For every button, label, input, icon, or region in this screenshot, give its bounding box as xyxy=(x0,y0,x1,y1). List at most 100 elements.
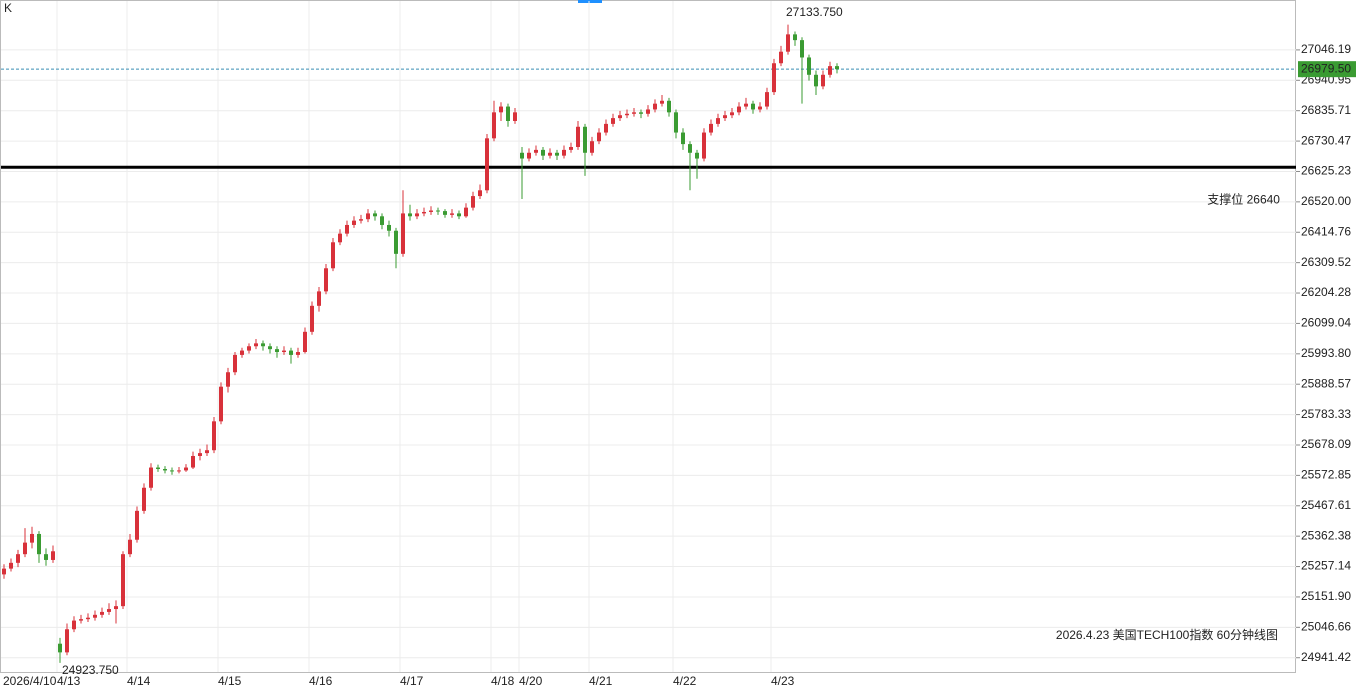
candle-body xyxy=(821,74,825,87)
candle-body xyxy=(23,542,27,555)
y-tick-label: 24941.42 xyxy=(1301,650,1351,664)
candle-body xyxy=(499,106,503,113)
candle-body xyxy=(359,219,363,221)
candle-body xyxy=(485,138,489,191)
candle-body xyxy=(492,112,496,139)
candle-body xyxy=(198,453,202,456)
candle-body xyxy=(597,132,601,142)
x-tick-label: 4/16 xyxy=(309,674,333,688)
y-tick-label: 26625.23 xyxy=(1301,164,1351,178)
candle-body xyxy=(163,468,167,471)
candle-body xyxy=(2,568,6,575)
candle-body xyxy=(247,346,251,351)
candle-body xyxy=(737,106,741,113)
candle-body xyxy=(660,100,664,104)
support-label: 支撑位 26640 xyxy=(1207,191,1280,206)
candle-body xyxy=(604,123,608,133)
candle-body xyxy=(9,562,13,569)
candle-body xyxy=(345,224,349,234)
candle-body xyxy=(338,233,342,243)
candle-body xyxy=(184,467,188,471)
candle-body xyxy=(800,40,804,58)
candle-body xyxy=(674,112,678,133)
candle-body xyxy=(240,350,244,355)
candle-body xyxy=(744,103,748,107)
candle-body xyxy=(520,152,524,159)
candle-body xyxy=(702,132,706,159)
x-tick-label: 4/21 xyxy=(589,674,613,688)
candle-body xyxy=(100,611,104,615)
candle-body xyxy=(611,118,615,124)
candle-body xyxy=(765,92,769,107)
candle-body xyxy=(93,614,97,618)
candle-body xyxy=(317,291,321,306)
candle-body xyxy=(387,224,391,231)
candle-body xyxy=(653,103,657,110)
y-tick-label: 25888.57 xyxy=(1301,376,1351,390)
candle-body xyxy=(331,242,335,269)
candle-body xyxy=(723,115,727,119)
y-tick-label: 25362.38 xyxy=(1301,528,1351,542)
y-tick-label: 26835.71 xyxy=(1301,103,1351,117)
candle-body xyxy=(751,103,755,110)
candle-body xyxy=(16,554,20,563)
candle-body xyxy=(205,450,209,454)
candle-body xyxy=(422,211,426,214)
high-annotation: 27133.750 xyxy=(786,5,843,19)
y-tick-label: 25151.90 xyxy=(1301,589,1351,603)
candle-body xyxy=(429,210,433,212)
candle-body xyxy=(478,190,482,197)
candle-body xyxy=(261,343,265,347)
candle-body xyxy=(37,533,41,555)
top-tab xyxy=(578,0,602,3)
candle-body xyxy=(79,619,83,621)
candle-body xyxy=(625,113,629,116)
candle-body xyxy=(576,126,580,147)
candle-body xyxy=(142,487,146,511)
candle-body xyxy=(107,609,111,612)
candle-body xyxy=(51,551,55,560)
candle-body xyxy=(779,51,783,64)
candle-body xyxy=(289,350,293,355)
candle-body xyxy=(807,57,811,75)
y-tick-label: 25257.14 xyxy=(1301,559,1351,573)
candle-body xyxy=(149,467,153,488)
low-annotation: 24923.750 xyxy=(62,663,119,677)
candle-body xyxy=(569,146,573,150)
y-tick-label: 26414.76 xyxy=(1301,224,1351,238)
candle-body xyxy=(513,112,517,122)
candle-body xyxy=(303,331,307,353)
candle-body xyxy=(716,118,720,124)
candle-body xyxy=(310,305,314,332)
candle-body xyxy=(121,554,125,607)
y-tick-label: 26520.00 xyxy=(1301,194,1351,208)
candle-body xyxy=(730,112,734,116)
candle-body xyxy=(758,106,762,110)
candle-body xyxy=(786,34,790,52)
candle-body xyxy=(709,123,713,133)
candle-body xyxy=(254,343,258,347)
candle-body xyxy=(170,470,174,472)
candle-body xyxy=(695,152,699,159)
y-tick-label: 25046.66 xyxy=(1301,620,1351,634)
corner-label: K xyxy=(4,1,12,15)
x-tick-label: 4/23 xyxy=(771,674,795,688)
last-price-box xyxy=(1298,61,1356,78)
candle-body xyxy=(688,144,692,153)
candle-body xyxy=(835,66,839,70)
candle-body xyxy=(219,386,223,422)
candle-body xyxy=(275,349,279,353)
candle-body xyxy=(30,533,34,543)
candle-body xyxy=(681,132,685,145)
candle-body xyxy=(527,152,531,159)
candle-body xyxy=(443,211,447,215)
candle-body xyxy=(436,210,440,212)
candle-body xyxy=(667,100,671,113)
candle-body xyxy=(128,539,132,555)
candle-body xyxy=(177,470,181,472)
candle-body xyxy=(268,346,272,350)
candle-body xyxy=(135,510,139,540)
candle-body xyxy=(324,268,328,292)
candle-body xyxy=(646,109,650,114)
